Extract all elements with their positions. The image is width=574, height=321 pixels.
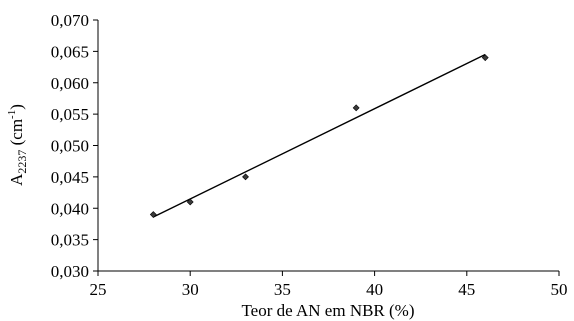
x-tick-label: 30	[182, 280, 199, 299]
data-point	[149, 211, 157, 218]
y-axis-title: A2237 (cm-1)	[6, 104, 29, 186]
y-tick-label: 0,040	[51, 199, 89, 218]
y-tick-label: 0,050	[51, 137, 89, 156]
x-tick-label: 45	[458, 280, 475, 299]
x-axis-title: Teor de AN em NBR (%)	[241, 301, 414, 320]
y-axis-title-unit-close: )	[7, 104, 26, 110]
x-axis: 25 30 35 40 45 50	[90, 270, 568, 299]
y-tick-label: 0,055	[51, 105, 89, 124]
y-tick-label: 0,035	[51, 231, 89, 250]
data-point	[242, 173, 249, 181]
y-tick-label: 0,065	[51, 42, 89, 61]
x-tick-label: 25	[90, 280, 107, 299]
y-axis-title-unit-open: (cm	[7, 119, 26, 150]
data-point	[352, 104, 360, 112]
y-axis: 0,030 0,035 0,040 0,045 0,050 0,055 0,060 0,065…	[51, 11, 99, 281]
y-axis-title-prefix: A	[7, 173, 26, 186]
y-tick-label: 0,070	[51, 11, 89, 30]
y-axis-title-subscript: 2237	[15, 150, 29, 174]
y-axis-title-superscript: -1	[6, 110, 18, 119]
y-tick-label: 0,045	[51, 168, 89, 187]
trend-line	[153, 53, 486, 218]
data-point	[481, 54, 489, 62]
data-point	[186, 198, 194, 206]
y-tick-label: 0,060	[51, 74, 89, 93]
y-tick-label: 0,030	[51, 262, 89, 281]
plot-area	[149, 53, 489, 218]
x-tick-label: 40	[366, 280, 383, 299]
x-tick-label: 50	[551, 280, 568, 299]
x-tick-label: 35	[274, 280, 291, 299]
